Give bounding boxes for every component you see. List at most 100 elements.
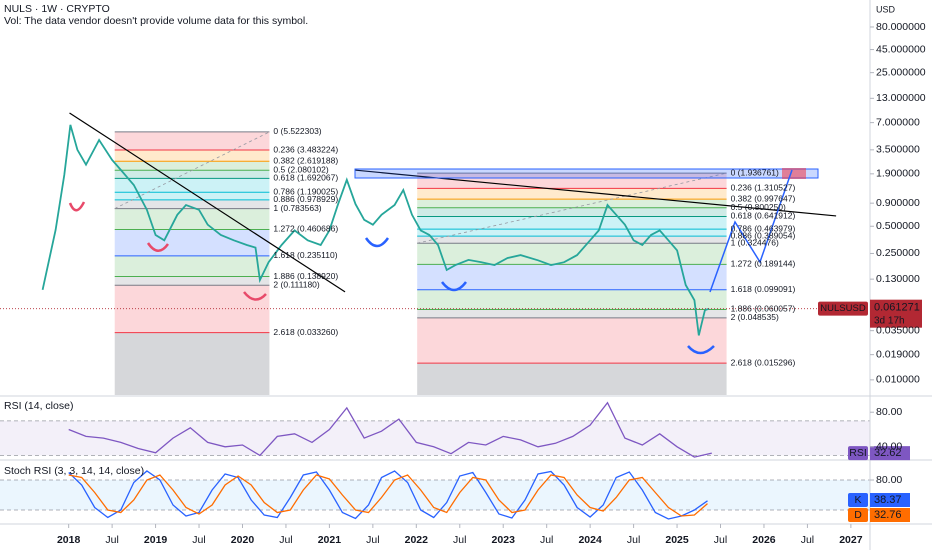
fib-band bbox=[417, 207, 727, 217]
x-tick-label: 2021 bbox=[318, 534, 342, 546]
name-tag bbox=[848, 508, 868, 522]
x-tick-label: 2023 bbox=[492, 534, 516, 546]
x-tick-label: 2025 bbox=[665, 534, 689, 546]
background-layer bbox=[0, 131, 870, 511]
fib-band bbox=[417, 264, 727, 290]
y-tick-label: 0.035000 bbox=[876, 324, 920, 336]
zone-box bbox=[354, 168, 819, 179]
fib-band bbox=[417, 317, 727, 364]
fib-band bbox=[114, 192, 270, 200]
fib-label: 2 (0.111180) bbox=[273, 280, 319, 290]
fib-label: 2.618 (0.015296) bbox=[731, 357, 796, 367]
projection-path bbox=[709, 169, 793, 293]
y-tick-label: 40.00 bbox=[876, 441, 902, 453]
pane-title: RSI (14, close) bbox=[4, 400, 73, 412]
y-tick-label: 80.00 bbox=[876, 406, 902, 418]
fib-band bbox=[417, 309, 727, 318]
series-line bbox=[41, 124, 710, 336]
countdown: 3d 17h bbox=[874, 315, 905, 326]
fib-label: 0.5 (0.800250) bbox=[731, 202, 786, 212]
value-tag bbox=[870, 508, 910, 522]
x-tick-label: Jul bbox=[714, 534, 727, 546]
fib-band bbox=[417, 243, 727, 265]
fib-band bbox=[417, 363, 727, 395]
name-tag-text: D bbox=[854, 509, 862, 521]
fib-label: 0.618 (1.692067) bbox=[273, 173, 338, 183]
curve-mark bbox=[68, 201, 86, 212]
y-tick-label: 45.000000 bbox=[876, 43, 926, 55]
series-line bbox=[68, 474, 708, 517]
fib-label: 2 (0.048535) bbox=[731, 312, 779, 322]
fib-trend bbox=[417, 172, 727, 244]
axis-unit: USD bbox=[876, 4, 896, 14]
fib-label: 1 (0.783563) bbox=[273, 203, 321, 213]
fib-band bbox=[114, 199, 270, 209]
fib-label: 0.236 (1.310527) bbox=[731, 183, 796, 193]
symbol-tag bbox=[818, 301, 868, 316]
y-tick-label: 0.010000 bbox=[876, 374, 920, 386]
curve-mark bbox=[364, 237, 390, 248]
fib-band bbox=[114, 131, 270, 151]
y-tick-label: 7.000000 bbox=[876, 116, 920, 128]
band bbox=[0, 480, 870, 510]
fib-band bbox=[417, 173, 727, 189]
y-tick-label: 80.00 bbox=[876, 474, 902, 486]
y-tick-label: 0.130000 bbox=[876, 273, 920, 285]
value-tag bbox=[870, 446, 910, 461]
x-tick-label: 2022 bbox=[405, 534, 429, 546]
fib-label: 0.236 (3.483224) bbox=[273, 144, 338, 154]
y-tick-label: 0.250000 bbox=[876, 247, 920, 259]
fib-label: 0 (5.522303) bbox=[273, 126, 321, 136]
x-tick-label: Jul bbox=[192, 534, 205, 546]
fib-band bbox=[114, 208, 270, 230]
x-tick-label: 2026 bbox=[752, 534, 776, 546]
fib-trend bbox=[114, 131, 270, 209]
fib-label: 0.886 (0.978929) bbox=[273, 194, 338, 204]
curve-mark bbox=[441, 281, 467, 292]
y-tick-label: 25.000000 bbox=[876, 66, 926, 78]
fib-label: 2.618 (0.033260) bbox=[273, 327, 338, 337]
fib-band bbox=[114, 229, 270, 256]
fib-band bbox=[417, 229, 727, 237]
fib-band bbox=[114, 161, 270, 171]
fib-label: 0.886 (0.389054) bbox=[731, 230, 796, 240]
value-tag bbox=[870, 493, 910, 507]
fib-label: 0 (1.936761) bbox=[731, 167, 779, 177]
x-tick-label: Jul bbox=[366, 534, 379, 546]
y-tick-label: 1.900000 bbox=[876, 168, 920, 180]
fib-label: 0.786 (1.190025) bbox=[273, 186, 338, 196]
chart-subtitle: Vol: The data vendor doesn't provide vol… bbox=[4, 15, 308, 27]
fib-label: 0.382 (0.997647) bbox=[731, 193, 796, 203]
y-tick-label: 0.019000 bbox=[876, 348, 920, 360]
fib-label: 1.272 (0.189144) bbox=[731, 259, 796, 269]
value-tag-text: 38.37 bbox=[874, 494, 902, 506]
fib-band bbox=[114, 255, 270, 277]
fib-band bbox=[417, 188, 727, 200]
x-tick-label: Jul bbox=[453, 534, 466, 546]
series-line bbox=[68, 470, 708, 520]
trendline bbox=[69, 112, 346, 293]
fib-band bbox=[417, 216, 727, 230]
fib-label: 1.886 (0.138920) bbox=[273, 271, 338, 281]
y-tick-label: 0.500000 bbox=[876, 220, 920, 232]
symbol-tag-text: NULSUSD bbox=[820, 303, 866, 314]
pane-title: Stoch RSI (3, 3, 14, 14, close) bbox=[4, 465, 144, 477]
fib-band bbox=[114, 170, 270, 179]
fib-label: 0.786 (0.463979) bbox=[731, 223, 796, 233]
x-tick-label: Jul bbox=[105, 534, 118, 546]
value-tag-text: 32.76 bbox=[874, 509, 902, 521]
name-tag bbox=[848, 493, 868, 507]
x-tick-label: Jul bbox=[279, 534, 292, 546]
name-tag-text: RSI bbox=[849, 447, 867, 459]
fib-band bbox=[417, 199, 727, 208]
target-box bbox=[782, 168, 806, 179]
value-tag-text: 32.62 bbox=[874, 447, 902, 459]
curve-mark bbox=[243, 291, 267, 301]
y-tick-label: 80.000000 bbox=[876, 21, 926, 33]
fib-label: 1.618 (0.235110) bbox=[273, 250, 337, 260]
fib-band bbox=[114, 178, 270, 193]
x-tick-label: 2019 bbox=[144, 534, 168, 546]
y-tick-label: 3.500000 bbox=[876, 144, 920, 156]
fib-band bbox=[114, 276, 270, 286]
